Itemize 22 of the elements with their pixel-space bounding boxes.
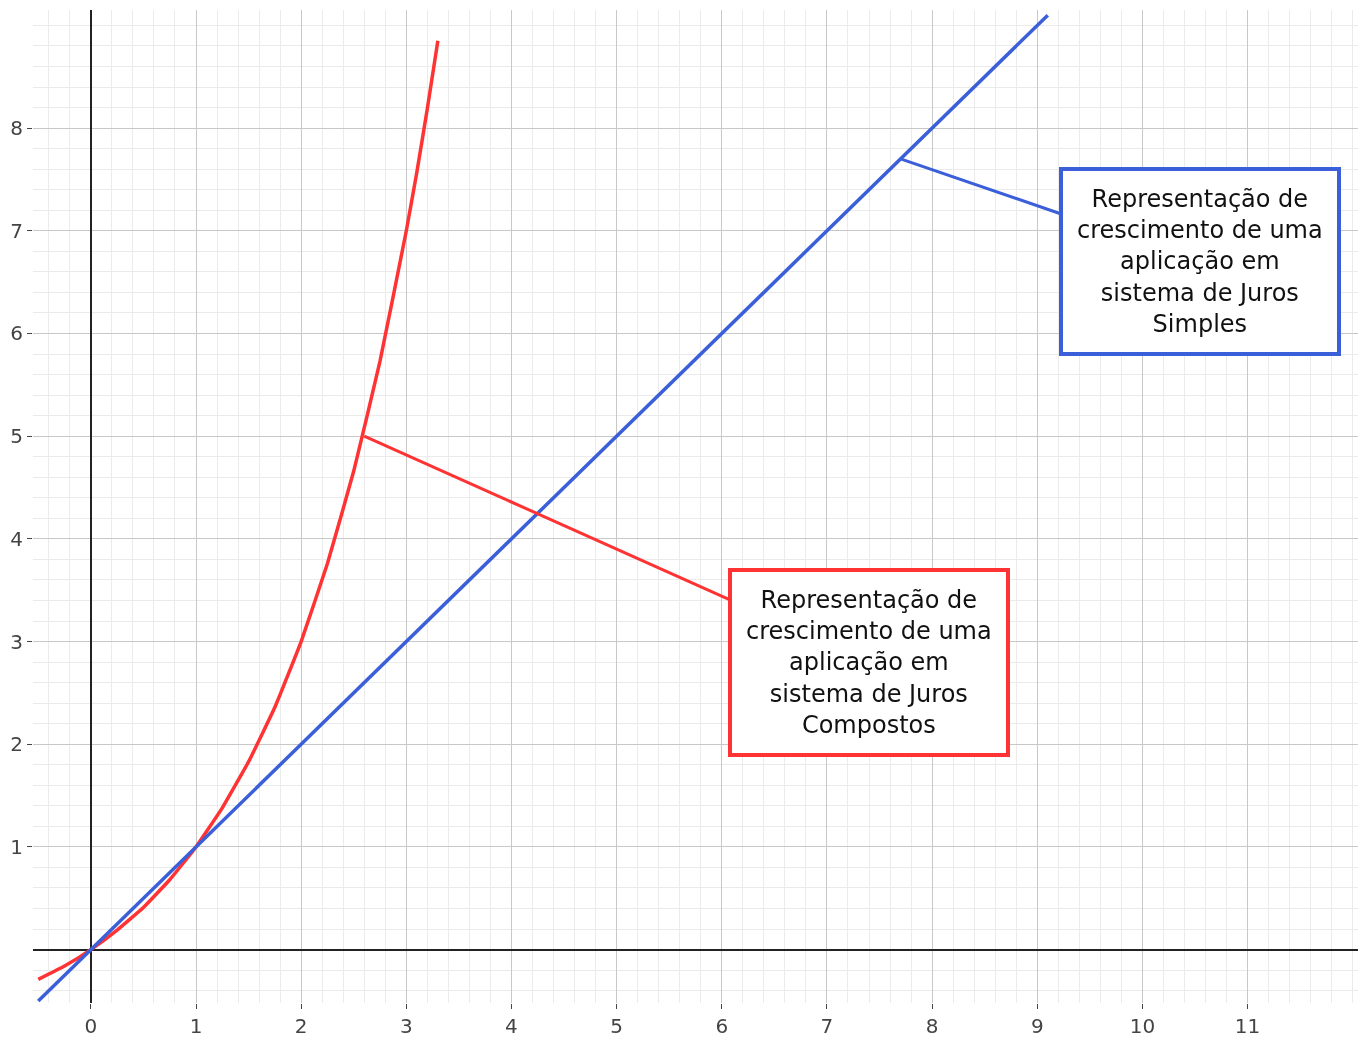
- x-tick-label: 9: [1030, 1014, 1044, 1038]
- y-tick-label: 6: [10, 321, 23, 346]
- x-tick-label: 3: [399, 1014, 413, 1038]
- x-tick-label: 0: [84, 1014, 98, 1038]
- y-tick-label: 7: [10, 218, 23, 243]
- y-tick-label: 2: [10, 732, 23, 757]
- x-tick-label: 5: [610, 1014, 623, 1038]
- x-tick-label: 8: [925, 1014, 939, 1038]
- x-tick-label: 6: [715, 1014, 729, 1038]
- x-tick-label: 10: [1129, 1014, 1156, 1038]
- annotation: Representação de crescimento de uma aplicação em sistema de Juros Compostos: [746, 586, 992, 739]
- x-tick-label: 7: [820, 1014, 834, 1038]
- x-tick-label: 1: [189, 1014, 203, 1038]
- y-tick-label: 8: [10, 116, 23, 141]
- x-tick-label: 11: [1234, 1014, 1261, 1038]
- x-tick-label: 4: [505, 1014, 518, 1038]
- y-tick-label: 3: [10, 629, 23, 654]
- y-tick-label: 1: [10, 834, 23, 859]
- x-tick-label: 2: [294, 1014, 308, 1038]
- annotation: Representação de crescimento de uma aplicação em sistema de Juros Simples: [1077, 185, 1323, 338]
- y-tick-label: 4: [10, 526, 23, 551]
- y-tick-label: 5: [10, 424, 23, 449]
